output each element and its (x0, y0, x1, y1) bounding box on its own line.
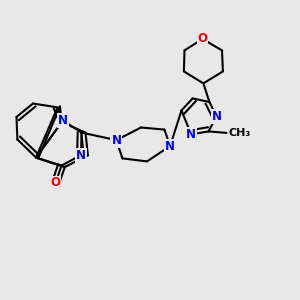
Text: O: O (197, 32, 208, 46)
Text: N: N (76, 148, 86, 162)
Text: N: N (111, 134, 122, 147)
Text: O: O (50, 176, 61, 190)
Text: CH₃: CH₃ (229, 128, 251, 138)
Text: N: N (186, 128, 196, 141)
Text: N: N (212, 110, 222, 123)
Text: N: N (58, 114, 68, 127)
Text: N: N (165, 140, 175, 153)
